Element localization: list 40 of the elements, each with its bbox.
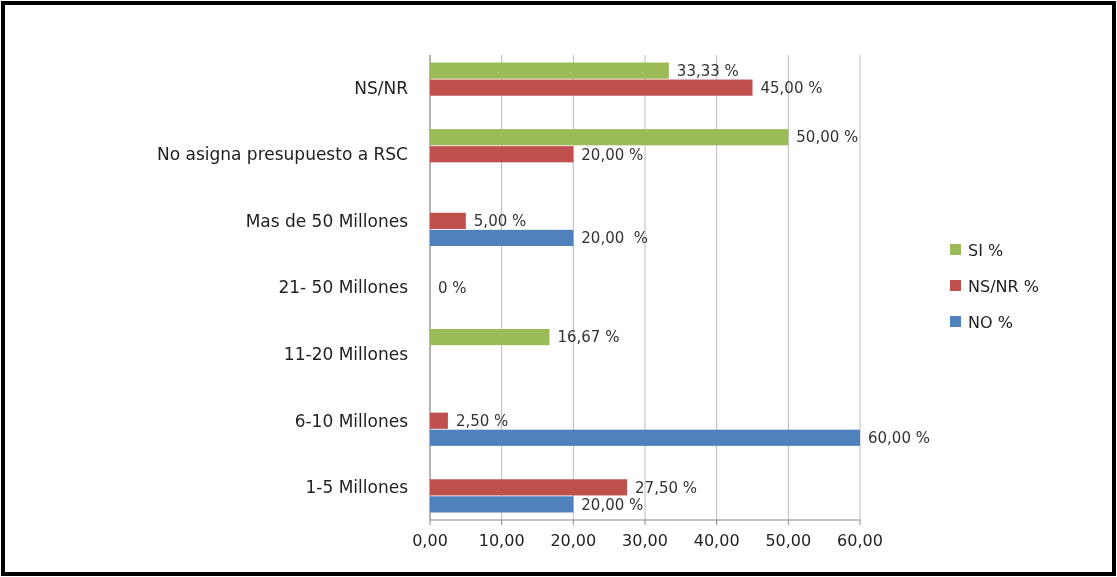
legend-label: SI %: [968, 240, 1004, 260]
bar: [430, 62, 669, 79]
bar: [430, 212, 466, 229]
y-tick-label: NS/NR: [354, 77, 409, 98]
bar: [430, 479, 628, 496]
x-tick-label: 50,00: [765, 531, 812, 550]
y-tick-label: 1-5 Millones: [305, 477, 409, 498]
x-tick-label: 60,00: [837, 531, 883, 550]
bar: [430, 79, 753, 96]
data-label: 5,00 %: [473, 212, 527, 231]
y-tick-label: 6-10 Millones: [294, 410, 409, 431]
data-label: 20,00 %: [581, 145, 644, 164]
y-tick-label: 11-20 Millones: [283, 344, 409, 365]
y-tick-label: 21- 50 Millones: [278, 277, 409, 298]
bar: [430, 146, 574, 163]
bar: [430, 429, 860, 446]
data-label: 20,00 %: [581, 229, 649, 248]
bar: [430, 412, 448, 429]
data-label: 20,00 %: [581, 495, 644, 514]
data-label: 0 %: [438, 278, 467, 297]
y-tick-label: Mas de 50 Millones: [245, 210, 409, 231]
data-label: 16,67 %: [557, 328, 620, 347]
data-label: 2,50 %: [455, 411, 509, 430]
x-tick-label: 10,00: [478, 531, 525, 550]
x-tick-label: 0,00: [412, 531, 448, 550]
data-label: 60,00 %: [868, 429, 930, 448]
data-label: 50,00 %: [796, 128, 859, 147]
x-tick-label: 40,00: [693, 531, 740, 550]
data-label: 45,00 %: [760, 78, 823, 97]
bar: [430, 129, 789, 146]
y-tick-label: No asigna presupuesto a RSC: [156, 144, 408, 165]
x-tick-label: 20,00: [550, 531, 597, 550]
data-label: 27,50 %: [635, 478, 698, 497]
bar: [430, 229, 574, 247]
legend-label: NS/NR %: [968, 276, 1039, 296]
data-label: 33,33 %: [676, 61, 739, 80]
legend-label: NO %: [968, 312, 1013, 332]
bar: [430, 496, 574, 513]
bar: [430, 328, 550, 346]
x-tick-label: 30,00: [622, 531, 668, 550]
